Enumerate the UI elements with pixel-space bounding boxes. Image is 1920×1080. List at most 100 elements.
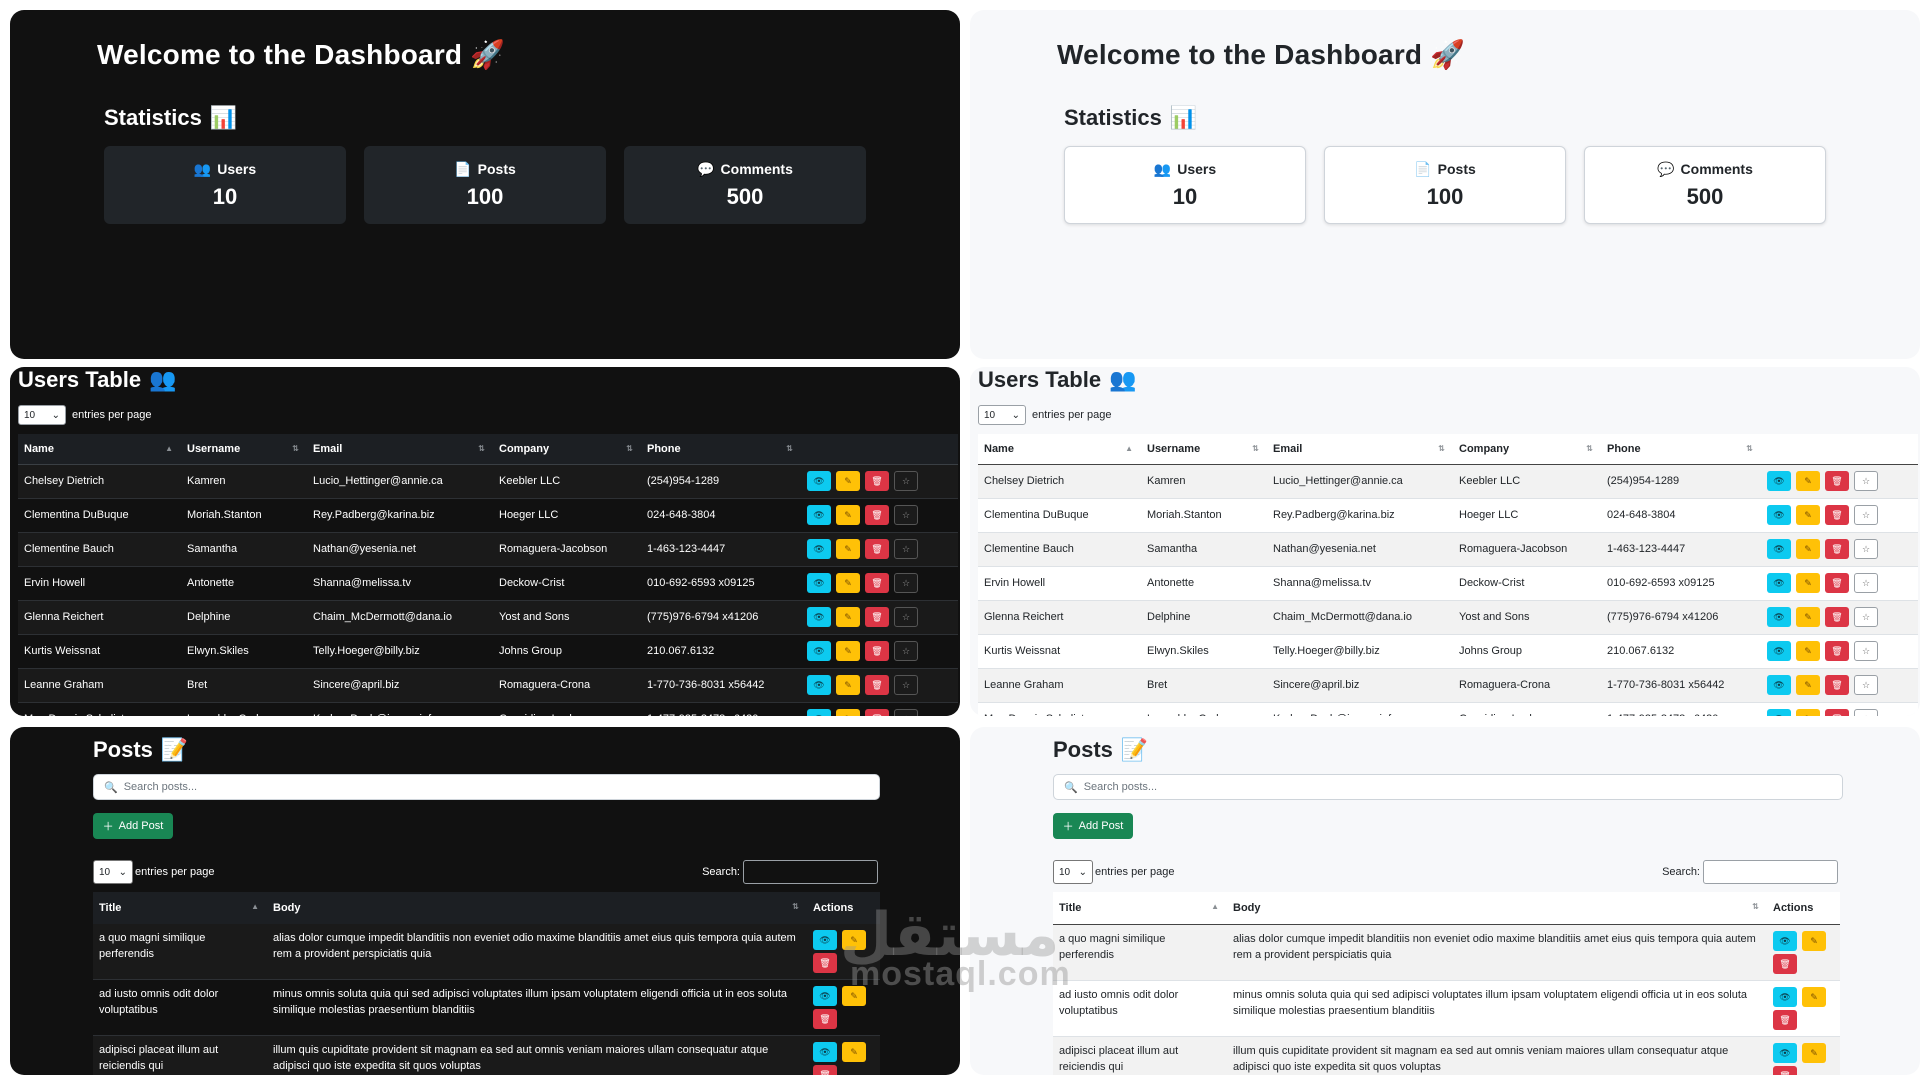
pencil-button[interactable]: ✎ <box>836 539 860 559</box>
star-button[interactable]: ☆ <box>894 539 918 559</box>
eye-button[interactable]: 👁 <box>813 930 837 950</box>
pencil-button[interactable]: ✎ <box>1796 539 1820 559</box>
star-button[interactable]: ☆ <box>894 505 918 525</box>
pencil-button[interactable]: ✎ <box>1796 641 1820 661</box>
pencil-button[interactable]: ✎ <box>836 709 860 716</box>
pencil-button[interactable]: ✎ <box>842 986 866 1006</box>
pencil-button[interactable]: ✎ <box>1796 573 1820 593</box>
eye-button[interactable]: 👁 <box>807 573 831 593</box>
pencil-button[interactable]: ✎ <box>836 607 860 627</box>
eye-button[interactable]: 👁 <box>807 539 831 559</box>
trash-button[interactable]: 🗑 <box>865 675 889 695</box>
column-header-email[interactable]: Email ⇅ <box>307 434 493 465</box>
star-button[interactable]: ☆ <box>894 471 918 491</box>
trash-button[interactable]: 🗑 <box>865 573 889 593</box>
trash-button[interactable]: 🗑 <box>1825 641 1849 661</box>
eye-button[interactable]: 👁 <box>1767 675 1791 695</box>
trash-button[interactable]: 🗑 <box>1825 607 1849 627</box>
star-button[interactable]: ☆ <box>1854 709 1878 716</box>
trash-button[interactable]: 🗑 <box>1825 505 1849 525</box>
search-posts-input[interactable]: 🔍 Search posts... <box>93 774 880 800</box>
add-post-button[interactable]: ＋ Add Post <box>1053 813 1133 839</box>
eye-button[interactable]: 👁 <box>807 471 831 491</box>
eye-button[interactable]: 👁 <box>807 641 831 661</box>
column-header-phone[interactable]: Phone ⇅ <box>1601 434 1761 465</box>
star-button[interactable]: ☆ <box>894 573 918 593</box>
eye-button[interactable]: 👁 <box>807 675 831 695</box>
column-header-company[interactable]: Company ⇅ <box>1453 434 1601 465</box>
trash-button[interactable]: 🗑 <box>1773 953 1797 974</box>
column-header-email[interactable]: Email ⇅ <box>1267 434 1453 465</box>
eye-button[interactable]: 👁 <box>1767 471 1791 491</box>
pencil-button[interactable]: ✎ <box>1796 471 1820 491</box>
star-button[interactable]: ☆ <box>1854 573 1878 593</box>
pencil-button[interactable]: ✎ <box>1802 1042 1826 1063</box>
eye-button[interactable]: 👁 <box>807 505 831 525</box>
star-button[interactable]: ☆ <box>1854 471 1878 491</box>
pencil-button[interactable]: ✎ <box>836 675 860 695</box>
eye-button[interactable]: 👁 <box>813 1042 837 1062</box>
trash-button[interactable]: 🗑 <box>813 1065 837 1075</box>
search-posts-input[interactable]: 🔍 Search posts... <box>1053 774 1843 800</box>
add-post-button[interactable]: ＋ Add Post <box>93 813 173 839</box>
eye-button[interactable]: 👁 <box>1767 607 1791 627</box>
star-button[interactable]: ☆ <box>1854 675 1878 695</box>
pencil-button[interactable]: ✎ <box>836 573 860 593</box>
column-header-username[interactable]: Username ⇅ <box>181 434 307 465</box>
trash-button[interactable]: 🗑 <box>1773 1065 1797 1075</box>
eye-button[interactable]: 👁 <box>1767 709 1791 716</box>
column-header-name[interactable]: Name ▲ <box>18 434 181 465</box>
entries-per-page-select[interactable]: 10 ⌄ <box>93 860 133 884</box>
trash-button[interactable]: 🗑 <box>865 607 889 627</box>
eye-button[interactable]: 👁 <box>1773 1042 1797 1063</box>
star-button[interactable]: ☆ <box>1854 641 1878 661</box>
eye-button[interactable]: 👁 <box>813 986 837 1006</box>
column-header-name[interactable]: Name ▲ <box>978 434 1141 465</box>
eye-button[interactable]: 👁 <box>807 607 831 627</box>
column-header-username[interactable]: Username ⇅ <box>1141 434 1267 465</box>
column-header-title[interactable]: Title ▲ <box>1053 892 1227 925</box>
star-button[interactable]: ☆ <box>894 709 918 716</box>
star-button[interactable]: ☆ <box>894 675 918 695</box>
trash-button[interactable]: 🗑 <box>1773 1009 1797 1030</box>
pencil-button[interactable]: ✎ <box>842 1042 866 1062</box>
column-header-body[interactable]: Body ⇅ <box>1227 892 1767 925</box>
column-header-company[interactable]: Company ⇅ <box>493 434 641 465</box>
pencil-button[interactable]: ✎ <box>1796 607 1820 627</box>
trash-button[interactable]: 🗑 <box>865 709 889 716</box>
pencil-button[interactable]: ✎ <box>1796 675 1820 695</box>
star-button[interactable]: ☆ <box>894 607 918 627</box>
eye-button[interactable]: 👁 <box>1767 539 1791 559</box>
column-header-title[interactable]: Title ▲ <box>93 892 267 924</box>
eye-button[interactable]: 👁 <box>1767 505 1791 525</box>
eye-button[interactable]: 👁 <box>1767 573 1791 593</box>
trash-button[interactable]: 🗑 <box>865 641 889 661</box>
star-button[interactable]: ☆ <box>1854 607 1878 627</box>
trash-button[interactable]: 🗑 <box>1825 471 1849 491</box>
pencil-button[interactable]: ✎ <box>1802 930 1826 951</box>
entries-per-page-select[interactable]: 10 ⌄ <box>978 405 1026 425</box>
pencil-button[interactable]: ✎ <box>836 505 860 525</box>
entries-per-page-select[interactable]: 10 ⌄ <box>1053 860 1093 884</box>
pencil-button[interactable]: ✎ <box>1802 986 1826 1007</box>
eye-button[interactable]: 👁 <box>1773 986 1797 1007</box>
pencil-button[interactable]: ✎ <box>842 930 866 950</box>
pencil-button[interactable]: ✎ <box>836 471 860 491</box>
trash-button[interactable]: 🗑 <box>1825 709 1849 716</box>
trash-button[interactable]: 🗑 <box>813 953 837 973</box>
trash-button[interactable]: 🗑 <box>865 539 889 559</box>
star-button[interactable]: ☆ <box>894 641 918 661</box>
star-button[interactable]: ☆ <box>1854 539 1878 559</box>
trash-button[interactable]: 🗑 <box>1825 573 1849 593</box>
pencil-button[interactable]: ✎ <box>1796 709 1820 716</box>
table-search-input[interactable] <box>1703 860 1838 884</box>
star-button[interactable]: ☆ <box>1854 505 1878 525</box>
trash-button[interactable]: 🗑 <box>1825 675 1849 695</box>
trash-button[interactable]: 🗑 <box>1825 539 1849 559</box>
trash-button[interactable]: 🗑 <box>865 471 889 491</box>
eye-button[interactable]: 👁 <box>807 709 831 716</box>
trash-button[interactable]: 🗑 <box>865 505 889 525</box>
column-header-body[interactable]: Body ⇅ <box>267 892 807 924</box>
eye-button[interactable]: 👁 <box>1767 641 1791 661</box>
entries-per-page-select[interactable]: 10 ⌄ <box>18 405 66 425</box>
